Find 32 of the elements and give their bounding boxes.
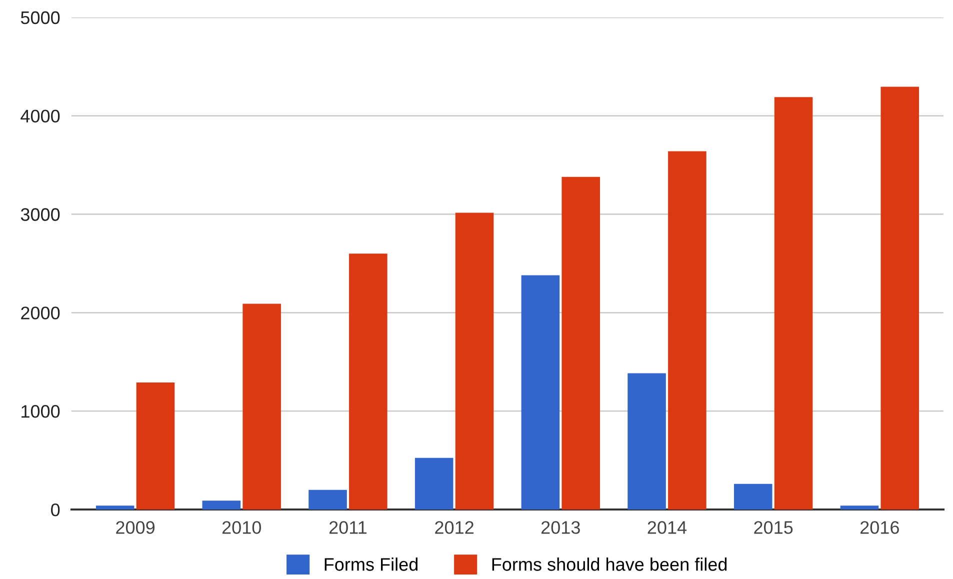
y-tick-label: 1000: [22, 405, 60, 418]
bar: [455, 212, 494, 510]
bar: [242, 304, 281, 510]
legend-label: Forms Filed: [324, 558, 418, 571]
bar: [202, 500, 241, 510]
y-tick-label: 0: [51, 503, 60, 516]
bar: [521, 275, 560, 510]
bar: [734, 484, 772, 510]
x-tick-label: 2015: [754, 521, 793, 534]
bar: [840, 506, 879, 510]
x-tick-label: 2011: [329, 521, 366, 534]
y-tick-label: 4000: [20, 110, 60, 123]
bar: [308, 490, 347, 510]
y-tick-label: 2000: [21, 306, 60, 320]
x-tick-label: 2016: [860, 521, 899, 534]
y-tick-label: 3000: [20, 208, 60, 221]
bar: [562, 176, 600, 510]
x-tick-label: 2013: [541, 521, 580, 534]
bar: [414, 458, 454, 510]
bar: [349, 254, 388, 510]
x-tick-label: 2010: [222, 521, 261, 534]
x-tick-label: 2014: [648, 521, 687, 534]
bar: [136, 382, 175, 510]
bar: [96, 506, 134, 510]
bar: [880, 86, 920, 510]
legend-label: Forms should have been filed: [492, 558, 727, 571]
x-tick-label: 2009: [116, 521, 155, 534]
x-tick-label: 2012: [435, 521, 474, 534]
bar: [628, 373, 666, 510]
bar: [668, 151, 706, 510]
y-tick-label: 5000: [20, 11, 60, 24]
bar: [774, 97, 813, 510]
